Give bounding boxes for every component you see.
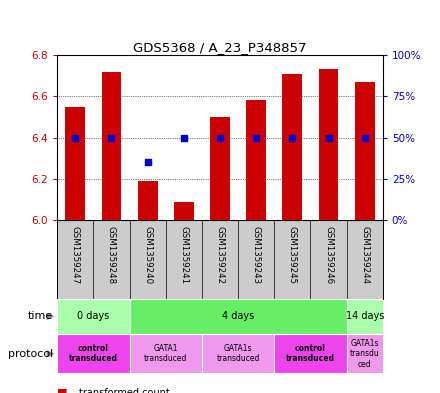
Bar bbox=[355, 82, 375, 220]
Bar bbox=[66, 107, 85, 220]
Title: GDS5368 / A_23_P348857: GDS5368 / A_23_P348857 bbox=[133, 41, 307, 54]
Bar bbox=[347, 334, 383, 373]
Text: control
transduced: control transduced bbox=[286, 344, 335, 364]
Bar bbox=[347, 299, 383, 334]
Text: GSM1359240: GSM1359240 bbox=[143, 226, 152, 285]
Text: GSM1359243: GSM1359243 bbox=[252, 226, 260, 285]
Text: GSM1359242: GSM1359242 bbox=[216, 226, 224, 285]
Bar bbox=[57, 299, 129, 334]
Bar bbox=[246, 100, 266, 220]
Bar bbox=[174, 202, 194, 220]
Text: GSM1359244: GSM1359244 bbox=[360, 226, 369, 285]
Point bbox=[180, 134, 187, 141]
Point bbox=[361, 134, 368, 141]
Text: GSM1359248: GSM1359248 bbox=[107, 226, 116, 285]
Bar bbox=[129, 334, 202, 373]
Text: GATA1s
transduced: GATA1s transduced bbox=[216, 344, 260, 364]
Text: 14 days: 14 days bbox=[345, 311, 384, 321]
Point bbox=[216, 134, 224, 141]
Bar bbox=[210, 117, 230, 220]
Text: GSM1359247: GSM1359247 bbox=[71, 226, 80, 285]
Text: 0 days: 0 days bbox=[77, 311, 110, 321]
Point bbox=[289, 134, 296, 141]
Point bbox=[253, 134, 260, 141]
Bar bbox=[138, 181, 158, 220]
Bar bbox=[57, 334, 129, 373]
Point bbox=[144, 159, 151, 165]
Text: GSM1359241: GSM1359241 bbox=[180, 226, 188, 285]
Text: control
transduced: control transduced bbox=[69, 344, 118, 364]
Bar bbox=[102, 72, 121, 220]
Text: GSM1359246: GSM1359246 bbox=[324, 226, 333, 285]
Bar bbox=[202, 334, 274, 373]
Text: 4 days: 4 days bbox=[222, 311, 254, 321]
Point bbox=[108, 134, 115, 141]
Bar bbox=[319, 70, 338, 220]
Bar bbox=[274, 334, 347, 373]
Text: GATA1s
transdu
ced: GATA1s transdu ced bbox=[350, 339, 380, 369]
Text: GSM1359245: GSM1359245 bbox=[288, 226, 297, 285]
Text: protocol: protocol bbox=[7, 349, 53, 359]
Text: time: time bbox=[28, 311, 53, 321]
Point bbox=[325, 134, 332, 141]
Text: GATA1
transduced: GATA1 transduced bbox=[144, 344, 187, 364]
Bar bbox=[282, 73, 302, 220]
Point bbox=[72, 134, 79, 141]
Text: transformed count: transformed count bbox=[79, 388, 170, 393]
Text: ■: ■ bbox=[57, 388, 68, 393]
Bar bbox=[129, 299, 347, 334]
